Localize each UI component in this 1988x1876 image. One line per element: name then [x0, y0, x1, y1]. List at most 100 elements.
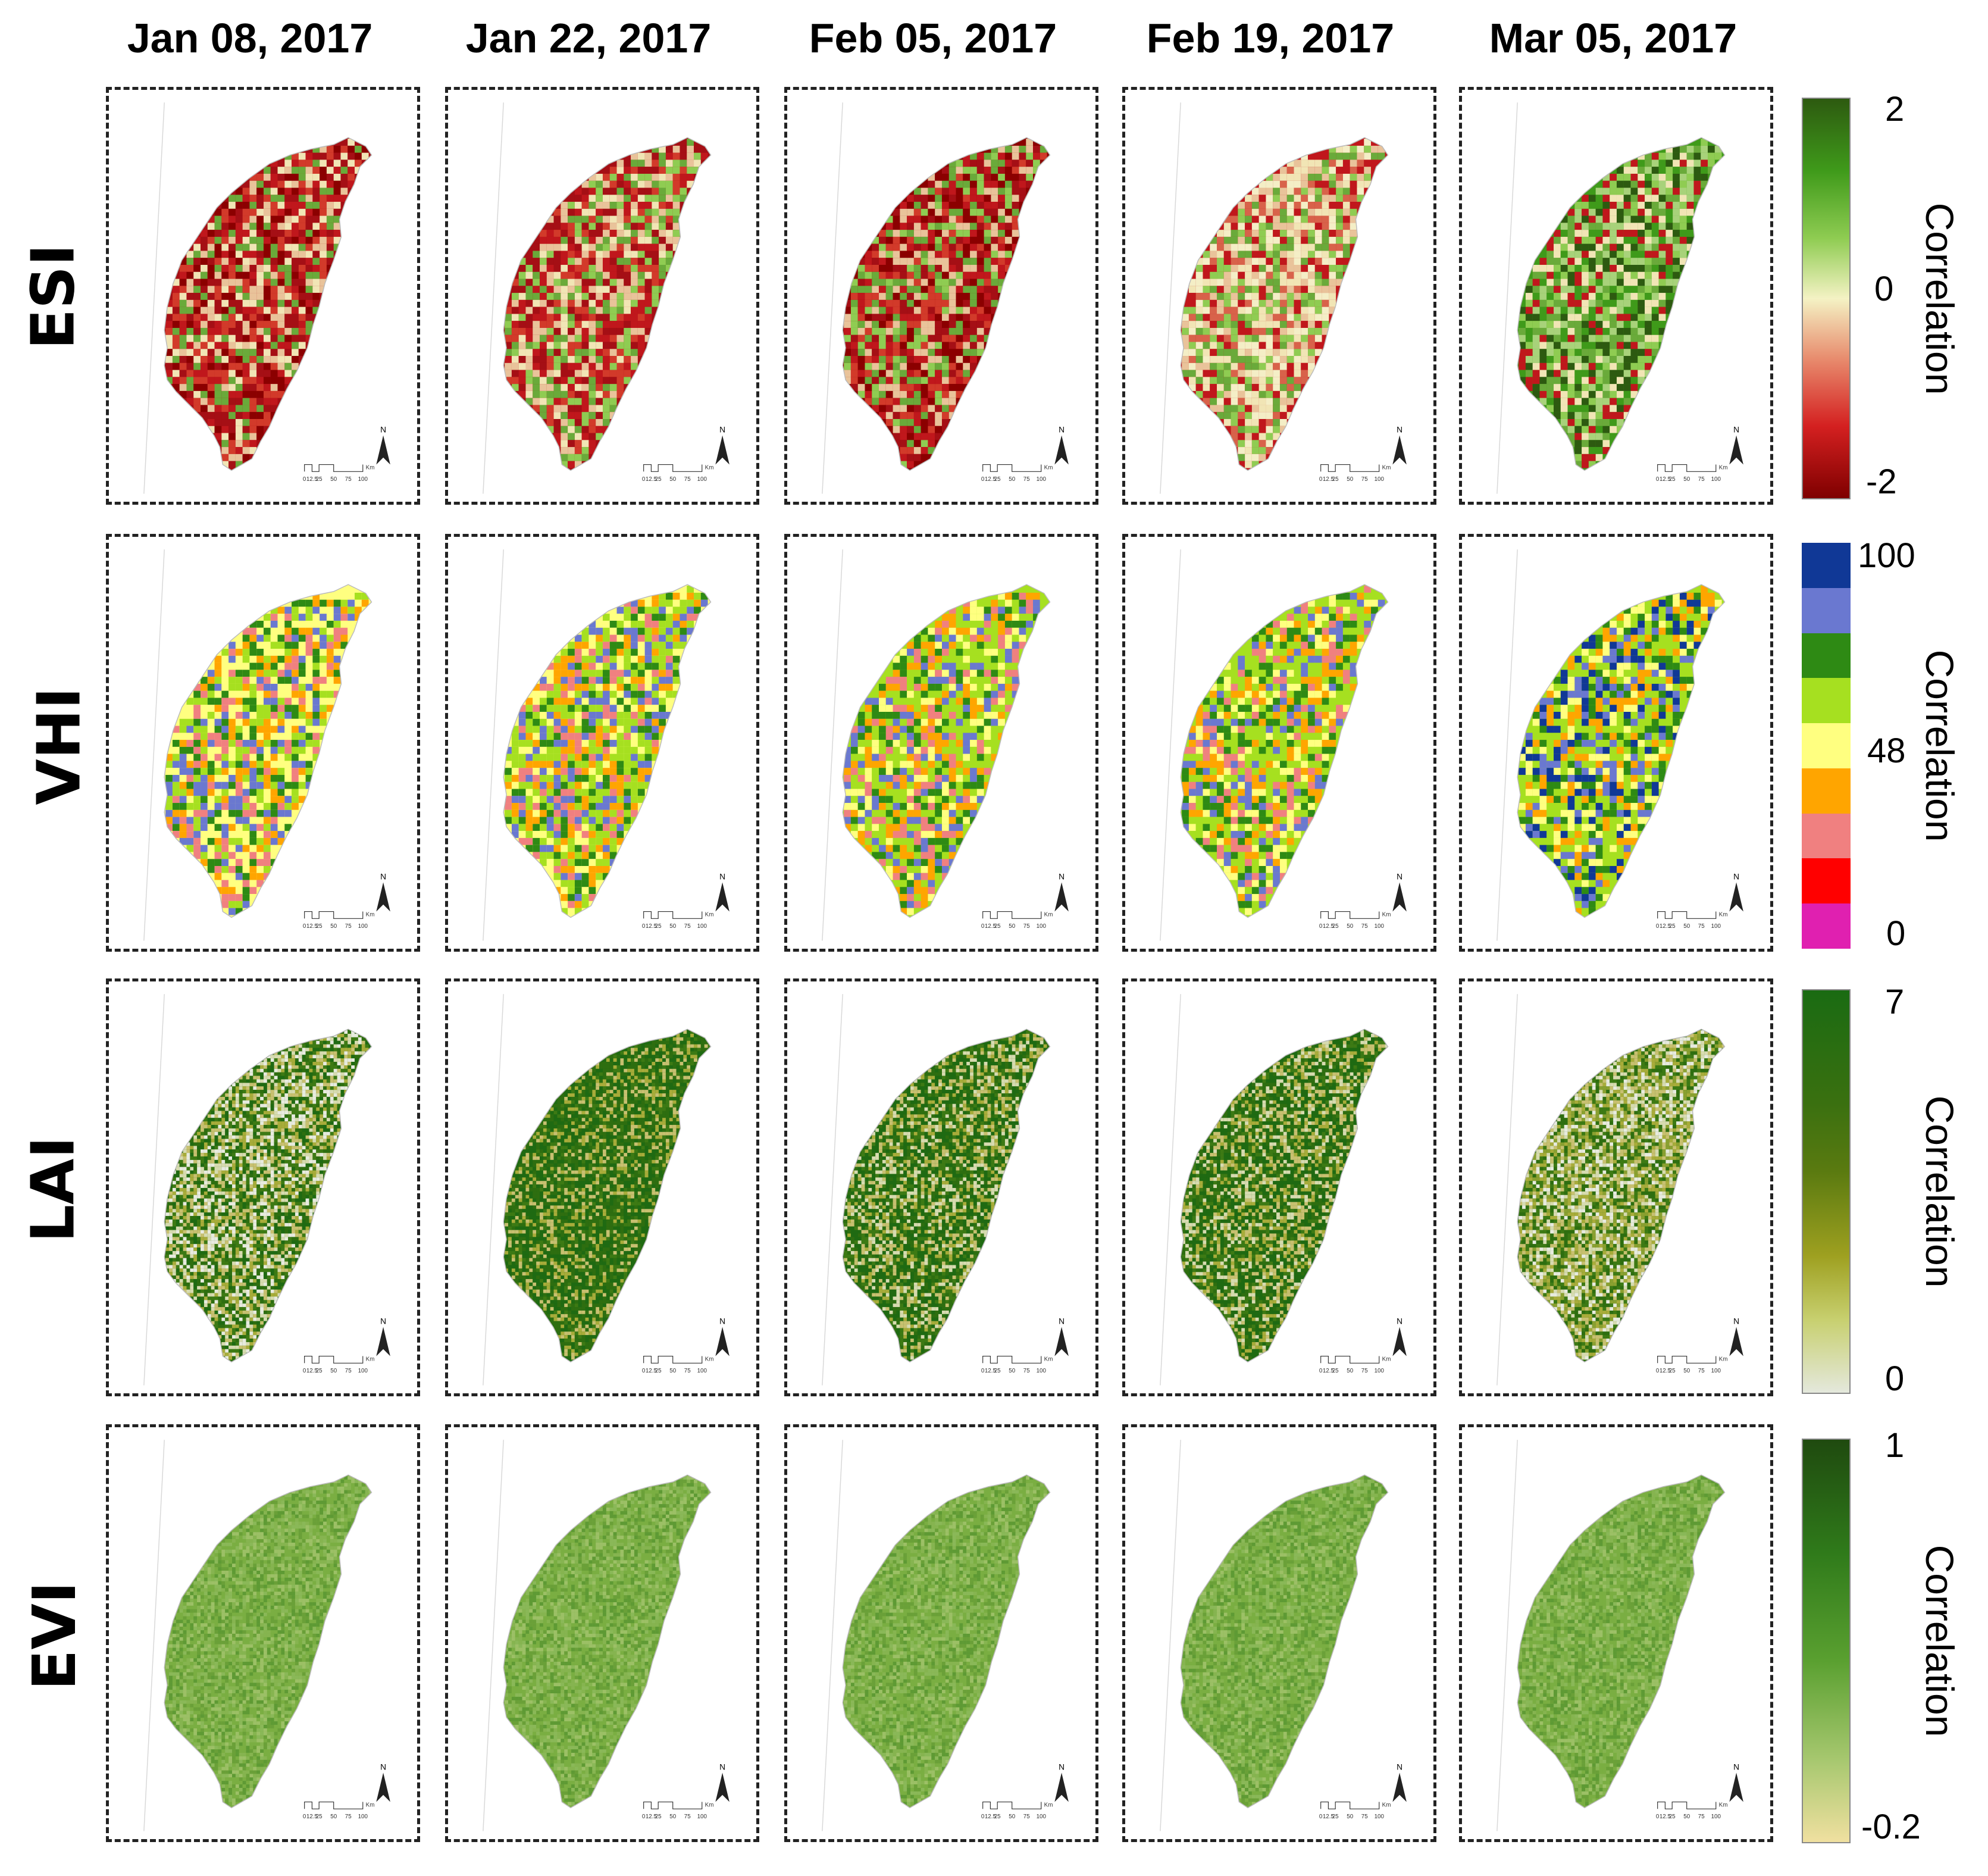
scale-bar-label: 50	[1009, 476, 1015, 483]
island-raster	[503, 1475, 711, 1808]
scale-bar: 0 12.525 50 75 100 Km	[642, 1801, 713, 1820]
north-arrow-icon: N	[1392, 1317, 1407, 1356]
scale-bar-unit: Km	[1719, 1356, 1728, 1362]
scale-bar-label: 50	[1009, 923, 1015, 930]
colorbar-lai-title: Correlation	[1910, 989, 1970, 1394]
scale-bar-label: 0	[642, 1814, 646, 1820]
island-raster	[164, 1029, 372, 1362]
map-svg: N 0 12.525 50 75 100 Km	[1497, 1440, 1743, 1831]
scale-bar-label: 0	[303, 923, 306, 930]
map-panel-vhi-5: N 0 12.5 25 50 75 100 Km	[1459, 534, 1773, 952]
island-raster	[1517, 137, 1725, 471]
scale-bar-unit: Km	[1719, 464, 1728, 471]
scale-bar: 0 12.525 50 75 100 Km	[981, 1801, 1053, 1820]
scale-bar-label: 0	[642, 1368, 646, 1374]
map-panel-esi-1: N 0 12.5 25 50 75 100 Km	[106, 87, 420, 505]
scale-bar-unit: Km	[705, 1356, 714, 1362]
scale-bar-label: 12.5	[306, 923, 318, 930]
scale-bar-unit: Km	[1719, 911, 1728, 918]
graticule-line	[1497, 549, 1518, 941]
scale-bar-label: 0	[642, 476, 646, 483]
island-outline	[842, 1028, 1051, 1363]
colorbar-vhi-swatch	[1802, 723, 1851, 768]
island-outline	[842, 1474, 1051, 1809]
graticule-line	[143, 994, 165, 1386]
scale-bar-label: 12.5	[1660, 1368, 1671, 1374]
scale-bar-label: 50	[669, 1814, 676, 1820]
scale-bar-label: 75	[1023, 1368, 1030, 1374]
scale-bar-label: 50	[1683, 1368, 1690, 1374]
scale-bar-label: 75	[1023, 476, 1030, 483]
scale-bar: 0 12.525 50 75 100 Km	[1656, 911, 1727, 930]
north-arrow-icon: N	[376, 426, 390, 465]
north-arrow-icon: N	[1054, 426, 1069, 465]
scale-bar-label: 12.5	[985, 476, 997, 483]
map-panel-lai-2: N 0 12.5 25 50 75 100 Km	[445, 978, 759, 1396]
map-svg: N 0 12.525 50 75 100 Km	[1497, 102, 1743, 494]
scale-bar-label: 75	[345, 1368, 352, 1374]
scale-bar-label: 25	[316, 1814, 323, 1820]
scale-bar-unit: Km	[366, 464, 375, 471]
north-arrow-icon: N	[376, 1763, 390, 1802]
island-outline	[503, 1474, 712, 1809]
island-outline	[164, 1028, 372, 1363]
map-svg: N 0 12.525 50 75 100 Km	[483, 994, 730, 1386]
scale-bar-unit: Km	[1044, 911, 1053, 918]
graticule-line	[1160, 994, 1181, 1386]
scale-bar-label: 75	[1698, 476, 1705, 483]
island-raster	[164, 584, 372, 918]
map-panel-evi-1: N 0 12.5 25 50 75 100 Km	[106, 1424, 420, 1842]
scale-bar-label: 100	[1711, 923, 1721, 930]
scale-bar-unit: Km	[1044, 1356, 1053, 1362]
island-outline	[1180, 137, 1389, 471]
scale-bar-label: 0	[1656, 476, 1660, 483]
colorbar-vhi-swatch	[1802, 858, 1851, 904]
island-outline	[1180, 1028, 1389, 1363]
island-raster	[1517, 584, 1725, 918]
map-panel-esi-3: N 0 12.5 25 50 75 100 Km	[784, 87, 1098, 505]
scale-bar-label: 25	[1669, 923, 1676, 930]
scale-bar-label: 12.5	[646, 1814, 658, 1820]
map-panel-vhi-4: N 0 12.5 25 50 75 100 Km	[1122, 534, 1436, 952]
island-raster	[503, 584, 711, 918]
graticule-line	[822, 1440, 843, 1831]
scale-bar-label: 75	[1361, 1814, 1368, 1820]
map-svg: N 0 12.525 50 75 100 Km	[822, 102, 1069, 494]
graticule-line	[822, 994, 843, 1386]
graticule-line	[822, 102, 843, 494]
row-title-esi: ESI	[0, 244, 101, 350]
colorbar-vhi-tick-mid: 48	[1867, 731, 1906, 771]
scale-bar-label: 0	[642, 923, 646, 930]
map-panel-evi-5: N 0 12.5 25 50 75 100 Km	[1459, 1424, 1773, 1842]
scale-bar-label: 100	[1037, 476, 1047, 483]
colorbar-lai	[1802, 989, 1851, 1394]
scale-bar-label: 50	[1009, 1368, 1015, 1374]
island-outline	[842, 584, 1051, 918]
scale-bar-label: 100	[1037, 1814, 1047, 1820]
island-outline	[1517, 1028, 1726, 1363]
north-arrow-icon: N	[715, 1763, 730, 1802]
island-raster	[843, 1475, 1050, 1808]
north-arrow-icon: N	[1729, 1763, 1743, 1802]
scale-bar-label: 12.5	[985, 1814, 997, 1820]
graticule-line	[483, 102, 504, 494]
scale-bar-label: 0	[1319, 476, 1323, 483]
map-panel-vhi-2: N 0 12.5 25 50 75 100 Km	[445, 534, 759, 952]
scale-bar: 0 12.525 50 75 100 Km	[1319, 1355, 1391, 1374]
scale-bar-label: 50	[669, 923, 676, 930]
scale-bar-label: 75	[1698, 1368, 1705, 1374]
scale-bar-unit: Km	[1044, 1802, 1053, 1808]
scale-bar-label: 0	[303, 476, 306, 483]
graticule-line	[143, 549, 165, 941]
north-arrow-icon: N	[1392, 1763, 1407, 1802]
scale-bar-label: 75	[1361, 1368, 1368, 1374]
scale-bar: 0 12.525 50 75 100 Km	[303, 464, 374, 483]
scale-bar: 0 12.525 50 75 100 Km	[1319, 464, 1391, 483]
scale-bar-label: 25	[1332, 1814, 1339, 1820]
scale-bar-label: 75	[1698, 923, 1705, 930]
scale-bar-unit: Km	[1382, 1802, 1391, 1808]
scale-bar-label: 25	[316, 1368, 323, 1374]
map-panel-evi-3: N 0 12.5 25 50 75 100 Km	[784, 1424, 1098, 1842]
north-arrow-icon: N	[715, 426, 730, 465]
island-raster	[1517, 1475, 1725, 1808]
